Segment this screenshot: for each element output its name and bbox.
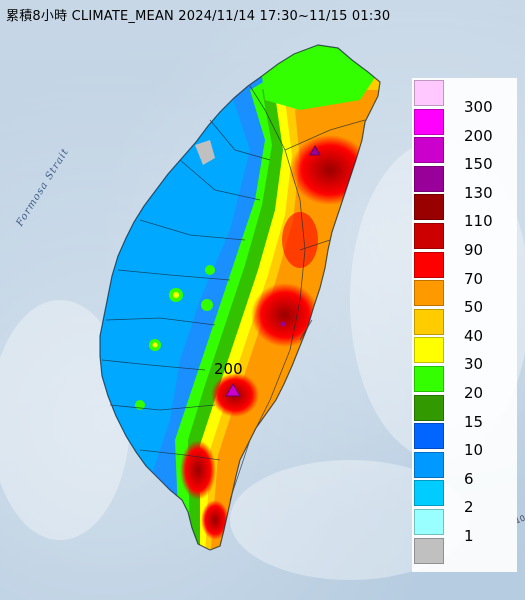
legend-swatch — [414, 80, 444, 106]
legend-label: 200 — [464, 126, 493, 145]
secondary-peak-marker-icon — [309, 145, 321, 156]
legend-label: 6 — [464, 469, 474, 488]
legend-label: 90 — [464, 241, 484, 259]
legend-swatch — [414, 194, 444, 221]
legend-label: 130 — [464, 183, 493, 202]
legend-label: 2 — [464, 498, 474, 517]
legend-swatch — [414, 165, 444, 192]
legend-swatch — [414, 423, 444, 450]
legend-swatch — [414, 280, 444, 307]
legend-swatch — [414, 366, 444, 392]
legend-label: 110 — [464, 212, 493, 231]
legend-swatch — [414, 480, 444, 507]
max-rainfall-label: 200 — [214, 360, 243, 378]
legend-label: 1 — [464, 527, 474, 545]
legend-swatch — [414, 537, 444, 564]
legend-label: 30 — [464, 355, 484, 374]
max-rainfall-marker-icon — [225, 383, 241, 397]
legend-swatch — [414, 451, 444, 478]
legend-swatch — [414, 394, 444, 421]
legend-label: 150 — [464, 155, 493, 174]
county-boundaries — [99, 44, 381, 551]
legend-label: 50 — [464, 298, 484, 317]
legend-swatch — [414, 509, 444, 535]
legend-swatch — [414, 108, 444, 135]
legend-label: 10 — [464, 441, 484, 460]
legend-label: 20 — [464, 384, 484, 402]
legend-swatch — [414, 308, 444, 335]
legend-label: 300 — [464, 98, 493, 116]
legend-swatch — [414, 137, 444, 164]
legend-label: 15 — [464, 412, 484, 431]
peak-dot-icon — [280, 321, 286, 327]
legend-swatch — [414, 251, 444, 278]
legend-swatch — [414, 337, 444, 364]
legend-label: 70 — [464, 269, 484, 288]
rainfall-legend: 300 200 150 130 110 90 70 50 40 30 20 15 10 6 2 1 — [412, 78, 517, 572]
legend-label: 40 — [464, 326, 484, 345]
legend-swatch — [414, 223, 444, 249]
map-title: 累積8小時 CLIMATE_MEAN 2024/11/14 17:30~11/1… — [6, 9, 391, 24]
